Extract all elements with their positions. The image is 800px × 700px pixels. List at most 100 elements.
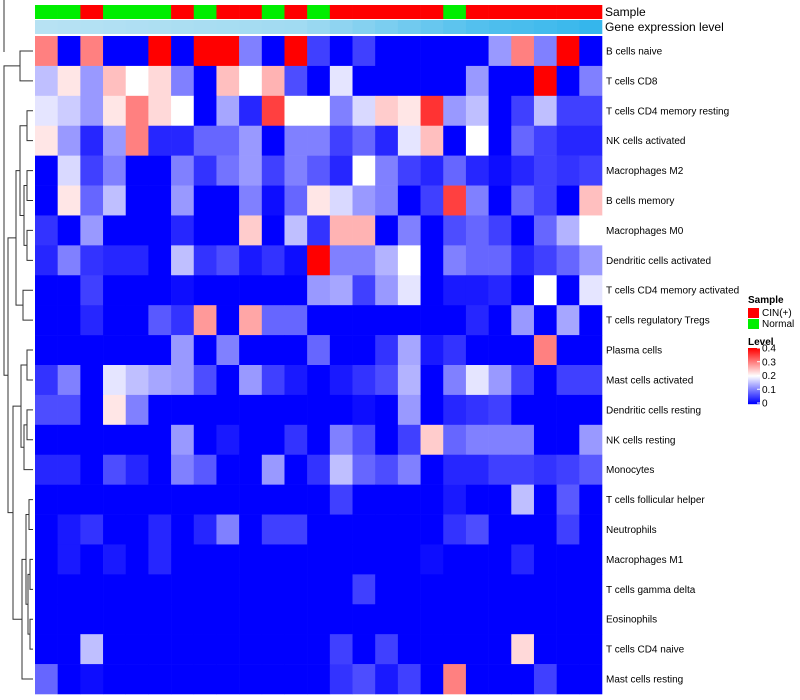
sample-annotation-cell: [239, 5, 263, 19]
level-legend-gradient-strip: [748, 368, 760, 370]
level-legend-gradient-strip: [748, 374, 760, 376]
dendrogram-branch: [26, 349, 33, 381]
heatmap-cell: [148, 484, 172, 515]
heatmap-cell: [125, 155, 149, 186]
heatmap-cell: [216, 664, 240, 695]
heatmap-cell: [148, 634, 172, 665]
heatmap-cell: [443, 305, 467, 336]
row-label: Eosinophils: [606, 615, 657, 626]
level-legend-gradient-strip: [748, 353, 760, 355]
heatmap-cell: [125, 185, 149, 216]
heatmap-cell: [579, 454, 603, 485]
heatmap-cell: [329, 95, 353, 127]
heatmap-cell: [103, 574, 127, 605]
heatmap-cell: [443, 125, 467, 156]
heatmap-cell: [533, 125, 557, 156]
heatmap-cell: [35, 36, 58, 67]
heatmap-cell: [284, 185, 308, 216]
heatmap-cell: [57, 215, 81, 246]
heatmap-cell: [443, 335, 467, 366]
level-legend-gradient-strip: [748, 369, 760, 371]
heatmap-cell: [556, 155, 580, 186]
heatmap-cell: [329, 335, 353, 366]
heatmap-cell: [57, 305, 81, 336]
heatmap-cell: [329, 215, 353, 246]
heatmap-cell: [307, 365, 331, 396]
heatmap-cell: [57, 634, 81, 665]
sample-annotation-cell: [465, 5, 489, 19]
heatmap-cell: [171, 634, 195, 665]
heatmap-cell: [443, 424, 467, 456]
heatmap-cell: [465, 125, 489, 156]
heatmap-cell: [511, 365, 535, 396]
gene-expression-annotation-cell: [148, 20, 172, 34]
heatmap-cell: [57, 484, 81, 515]
heatmap-cell: [579, 185, 603, 216]
heatmap-cell: [420, 155, 444, 186]
heatmap-cell: [579, 305, 603, 336]
heatmap-cell: [125, 454, 149, 485]
heatmap-cell: [556, 36, 580, 67]
heatmap-cell: [465, 514, 489, 545]
heatmap-cell: [533, 394, 557, 426]
gene-expression-annotation-cell: [465, 20, 489, 34]
heatmap-cell: [556, 65, 580, 97]
heatmap-cell: [171, 36, 195, 67]
heatmap-cell: [307, 215, 331, 246]
heatmap-cell: [103, 65, 127, 97]
level-legend-tick-label: 0: [762, 399, 768, 410]
level-legend-gradient-strip: [748, 403, 760, 405]
heatmap-cell: [352, 634, 376, 665]
heatmap-cell: [579, 424, 603, 456]
gene-expression-annotation-cell: [352, 20, 376, 34]
level-legend-gradient-strip: [748, 376, 760, 378]
heatmap-cell: [329, 544, 353, 575]
heatmap-cell: [533, 245, 557, 276]
heatmap-cell: [329, 454, 353, 485]
heatmap-cell: [375, 514, 399, 545]
heatmap-cell: [533, 634, 557, 665]
heatmap-cell: [488, 514, 512, 545]
heatmap-cell: [239, 65, 263, 97]
row-labels: B cells naive T cells CD8 T cells CD4 memo…: [606, 46, 739, 685]
dendrogram-branch: [26, 110, 33, 142]
heatmap-cell: [193, 95, 217, 127]
heatmap-cell: [35, 95, 58, 127]
heatmap-cell: [375, 185, 399, 216]
level-legend-gradient-strip: [748, 385, 760, 387]
level-legend-gradient-strip: [748, 396, 760, 398]
heatmap-cell: [556, 424, 580, 456]
level-legend-gradient-strip: [748, 361, 760, 363]
heatmap-cell: [488, 484, 512, 515]
heatmap-cell: [533, 65, 557, 97]
heatmap-cell: [103, 514, 127, 545]
heatmap-cell: [261, 634, 285, 665]
heatmap-cell: [579, 604, 603, 635]
heatmap-cell: [420, 574, 444, 605]
heatmap-cell: [148, 574, 172, 605]
heatmap-cell: [352, 305, 376, 336]
heatmap-cell: [352, 335, 376, 366]
sample-annotation-cell: [556, 5, 580, 19]
row-label: Plasma cells: [606, 346, 662, 357]
heatmap-cell: [103, 484, 127, 515]
heatmap-cell: [556, 185, 580, 216]
heatmap-cell: [103, 125, 127, 156]
heatmap-cell: [125, 365, 149, 396]
heatmap-cell: [193, 664, 217, 695]
sample-legend-title: Sample: [748, 295, 784, 306]
heatmap-cell: [465, 185, 489, 216]
heatmap-cell: [375, 574, 399, 605]
heatmap-cell: [488, 36, 512, 67]
heatmap-cell: [352, 664, 376, 695]
heatmap-cell: [216, 424, 240, 456]
heatmap-cell: [465, 634, 489, 665]
heatmap-cell: [35, 65, 58, 97]
heatmap-cell: [397, 215, 421, 246]
heatmap-cell: [375, 454, 399, 485]
heatmap-cell: [488, 335, 512, 366]
heatmap-cell: [284, 275, 308, 306]
heatmap-cell: [57, 245, 81, 276]
level-legend-gradient-strip: [748, 366, 760, 368]
level-legend-gradient-strip: [748, 363, 760, 365]
